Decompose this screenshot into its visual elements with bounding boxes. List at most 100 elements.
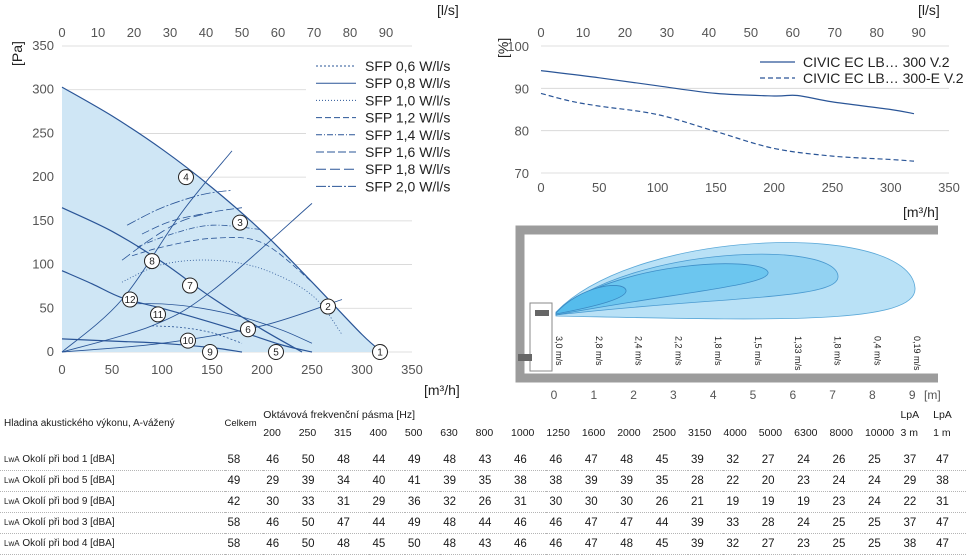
- velocity-label: 2,8 m/s: [594, 336, 604, 366]
- table-band-value: 31: [511, 491, 547, 513]
- table-band-value: 39: [581, 470, 618, 492]
- operating-point: 11: [150, 306, 166, 323]
- table-band-value: 47: [581, 512, 618, 534]
- velocity-label: 1,5 m/s: [753, 336, 763, 366]
- operating-point-label: 1: [377, 348, 383, 359]
- x2-tick-label: 50: [235, 25, 249, 40]
- table-band-value: 46: [263, 512, 299, 534]
- table-band-value: 25: [864, 512, 901, 534]
- operating-point-label: 7: [187, 281, 193, 292]
- table-band-value: 47: [617, 512, 653, 534]
- table-row-header-title: Hladina akustického výkonu, A-vážený: [4, 418, 175, 429]
- system-curve: [61, 299, 343, 353]
- table-band-value: 25: [829, 512, 865, 534]
- x2-tick-label: 90: [379, 25, 393, 40]
- table-lpa3-header: LpA: [900, 409, 920, 421]
- velocity-label: 3,0 m/s: [554, 336, 564, 366]
- table-band-value: 32: [723, 533, 759, 555]
- velocity-label: 1,33 m/s: [793, 336, 803, 371]
- table-band-value: 19: [723, 491, 759, 513]
- throw-x-tick: 0: [551, 388, 558, 402]
- table-band-value: 26: [829, 450, 865, 471]
- operating-point: 9: [202, 344, 218, 360]
- table-band-value: 45: [652, 450, 688, 471]
- table-band-label: 200: [263, 427, 281, 439]
- table-band-value: 23: [829, 491, 865, 513]
- table-band-value: 24: [829, 470, 865, 492]
- table-band-value: 46: [263, 533, 299, 555]
- x-tick-label: 0: [537, 180, 544, 195]
- table-lpa1-value: 38: [933, 470, 966, 492]
- throw-x-unit: [m]: [924, 388, 941, 402]
- efficiency-legend-label: CIVIC EC LB… 300-E V.2: [803, 70, 964, 86]
- operating-point: 12: [122, 291, 138, 308]
- pressure-chart-x2-ticks: 0 10 20 30 40 50 60 70 80 90: [58, 25, 393, 40]
- table-band-value: 48: [617, 450, 653, 471]
- table-band-value: 47: [334, 512, 370, 534]
- x2-tick-label: 40: [702, 25, 716, 40]
- throw-x-tick: 8: [869, 388, 876, 402]
- table-lpa3-value: 37: [900, 450, 934, 471]
- table-band-value: 30: [546, 491, 582, 513]
- table-band-label: 1250: [546, 427, 570, 439]
- table-band-value: 44: [475, 512, 512, 534]
- sfp-curves: [121, 189, 343, 344]
- velocity-label: 1,8 m/s: [833, 336, 843, 366]
- table-band-label: 400: [369, 427, 387, 439]
- table-band-value: 39: [298, 470, 335, 492]
- table-total-value: 58: [224, 512, 264, 534]
- operating-point: 6: [240, 321, 256, 338]
- table-band-value: 19: [794, 491, 830, 513]
- table-total-value: 49: [224, 470, 264, 492]
- operating-area-fill: [62, 87, 382, 352]
- x-tick-label: 50: [105, 362, 119, 377]
- table-band-value: 44: [369, 512, 405, 534]
- table-band-value: 48: [440, 512, 476, 534]
- table-band-label: 500: [404, 427, 423, 439]
- table-band-value: 41: [404, 470, 441, 492]
- pressure-chart-y-ticks: 0 50 100 150 200 250 300 350: [32, 38, 54, 359]
- table-band-value: 46: [546, 450, 582, 471]
- table-band-value: 38: [511, 470, 547, 492]
- operating-point: 5: [268, 344, 284, 360]
- y-tick-label: 70: [515, 166, 529, 181]
- table-row-label: LwA Okolí při bod 5 [dBA]: [0, 470, 225, 492]
- table-total-value: 58: [224, 533, 264, 555]
- x2-tick-label: 70: [307, 25, 321, 40]
- pressure-x-unit: [m³/h]: [424, 382, 460, 398]
- y-tick-label: 200: [32, 169, 54, 184]
- efficiency-x-unit: [m³/h]: [903, 204, 939, 220]
- velocity-label: 2,2 m/s: [673, 336, 683, 366]
- throw-x-tick: 7: [829, 388, 836, 402]
- x2-tick-label: 40: [199, 25, 213, 40]
- sfp-curve: [141, 207, 243, 235]
- x-tick-label: 200: [763, 180, 785, 195]
- table-band-value: 25: [864, 533, 901, 555]
- table-band-value: 47: [581, 450, 618, 471]
- y-tick-label: 350: [32, 38, 54, 53]
- table-band-value: 39: [617, 470, 653, 492]
- table-row: LwA Okolí při bod 5 [dBA] 49 29 39 34 40 41 39 3…: [0, 470, 966, 492]
- sfp-legend-label: SFP 1,8 W/l/s: [365, 161, 450, 177]
- x2-tick-label: 60: [786, 25, 800, 40]
- x2-tick-label: 30: [660, 25, 674, 40]
- operating-point-label: 8: [149, 257, 155, 268]
- y-tick-label: 80: [515, 124, 529, 139]
- x-tick-label: 50: [592, 180, 606, 195]
- lwa-prefix: LwA: [4, 518, 20, 527]
- table-band-value: 39: [687, 450, 724, 471]
- table-band-value: 48: [440, 533, 476, 555]
- y-tick-label: 100: [507, 39, 529, 54]
- efficiency-line: [540, 92, 915, 162]
- operating-point-label: 4: [183, 173, 189, 184]
- x2-tick-label: 0: [58, 25, 65, 40]
- velocity-label: 1,8 m/s: [713, 336, 723, 366]
- x2-tick-label: 30: [163, 25, 177, 40]
- table-band-value: 26: [652, 491, 688, 513]
- x-tick-label: 200: [251, 362, 273, 377]
- table-lpa3-value: 22: [900, 491, 934, 513]
- table-row-label: LwA Okolí při bod 3 [dBA]: [0, 512, 225, 534]
- pressure-chart-x-ticks: 0 50 100 150 200 250 300 350: [58, 362, 422, 377]
